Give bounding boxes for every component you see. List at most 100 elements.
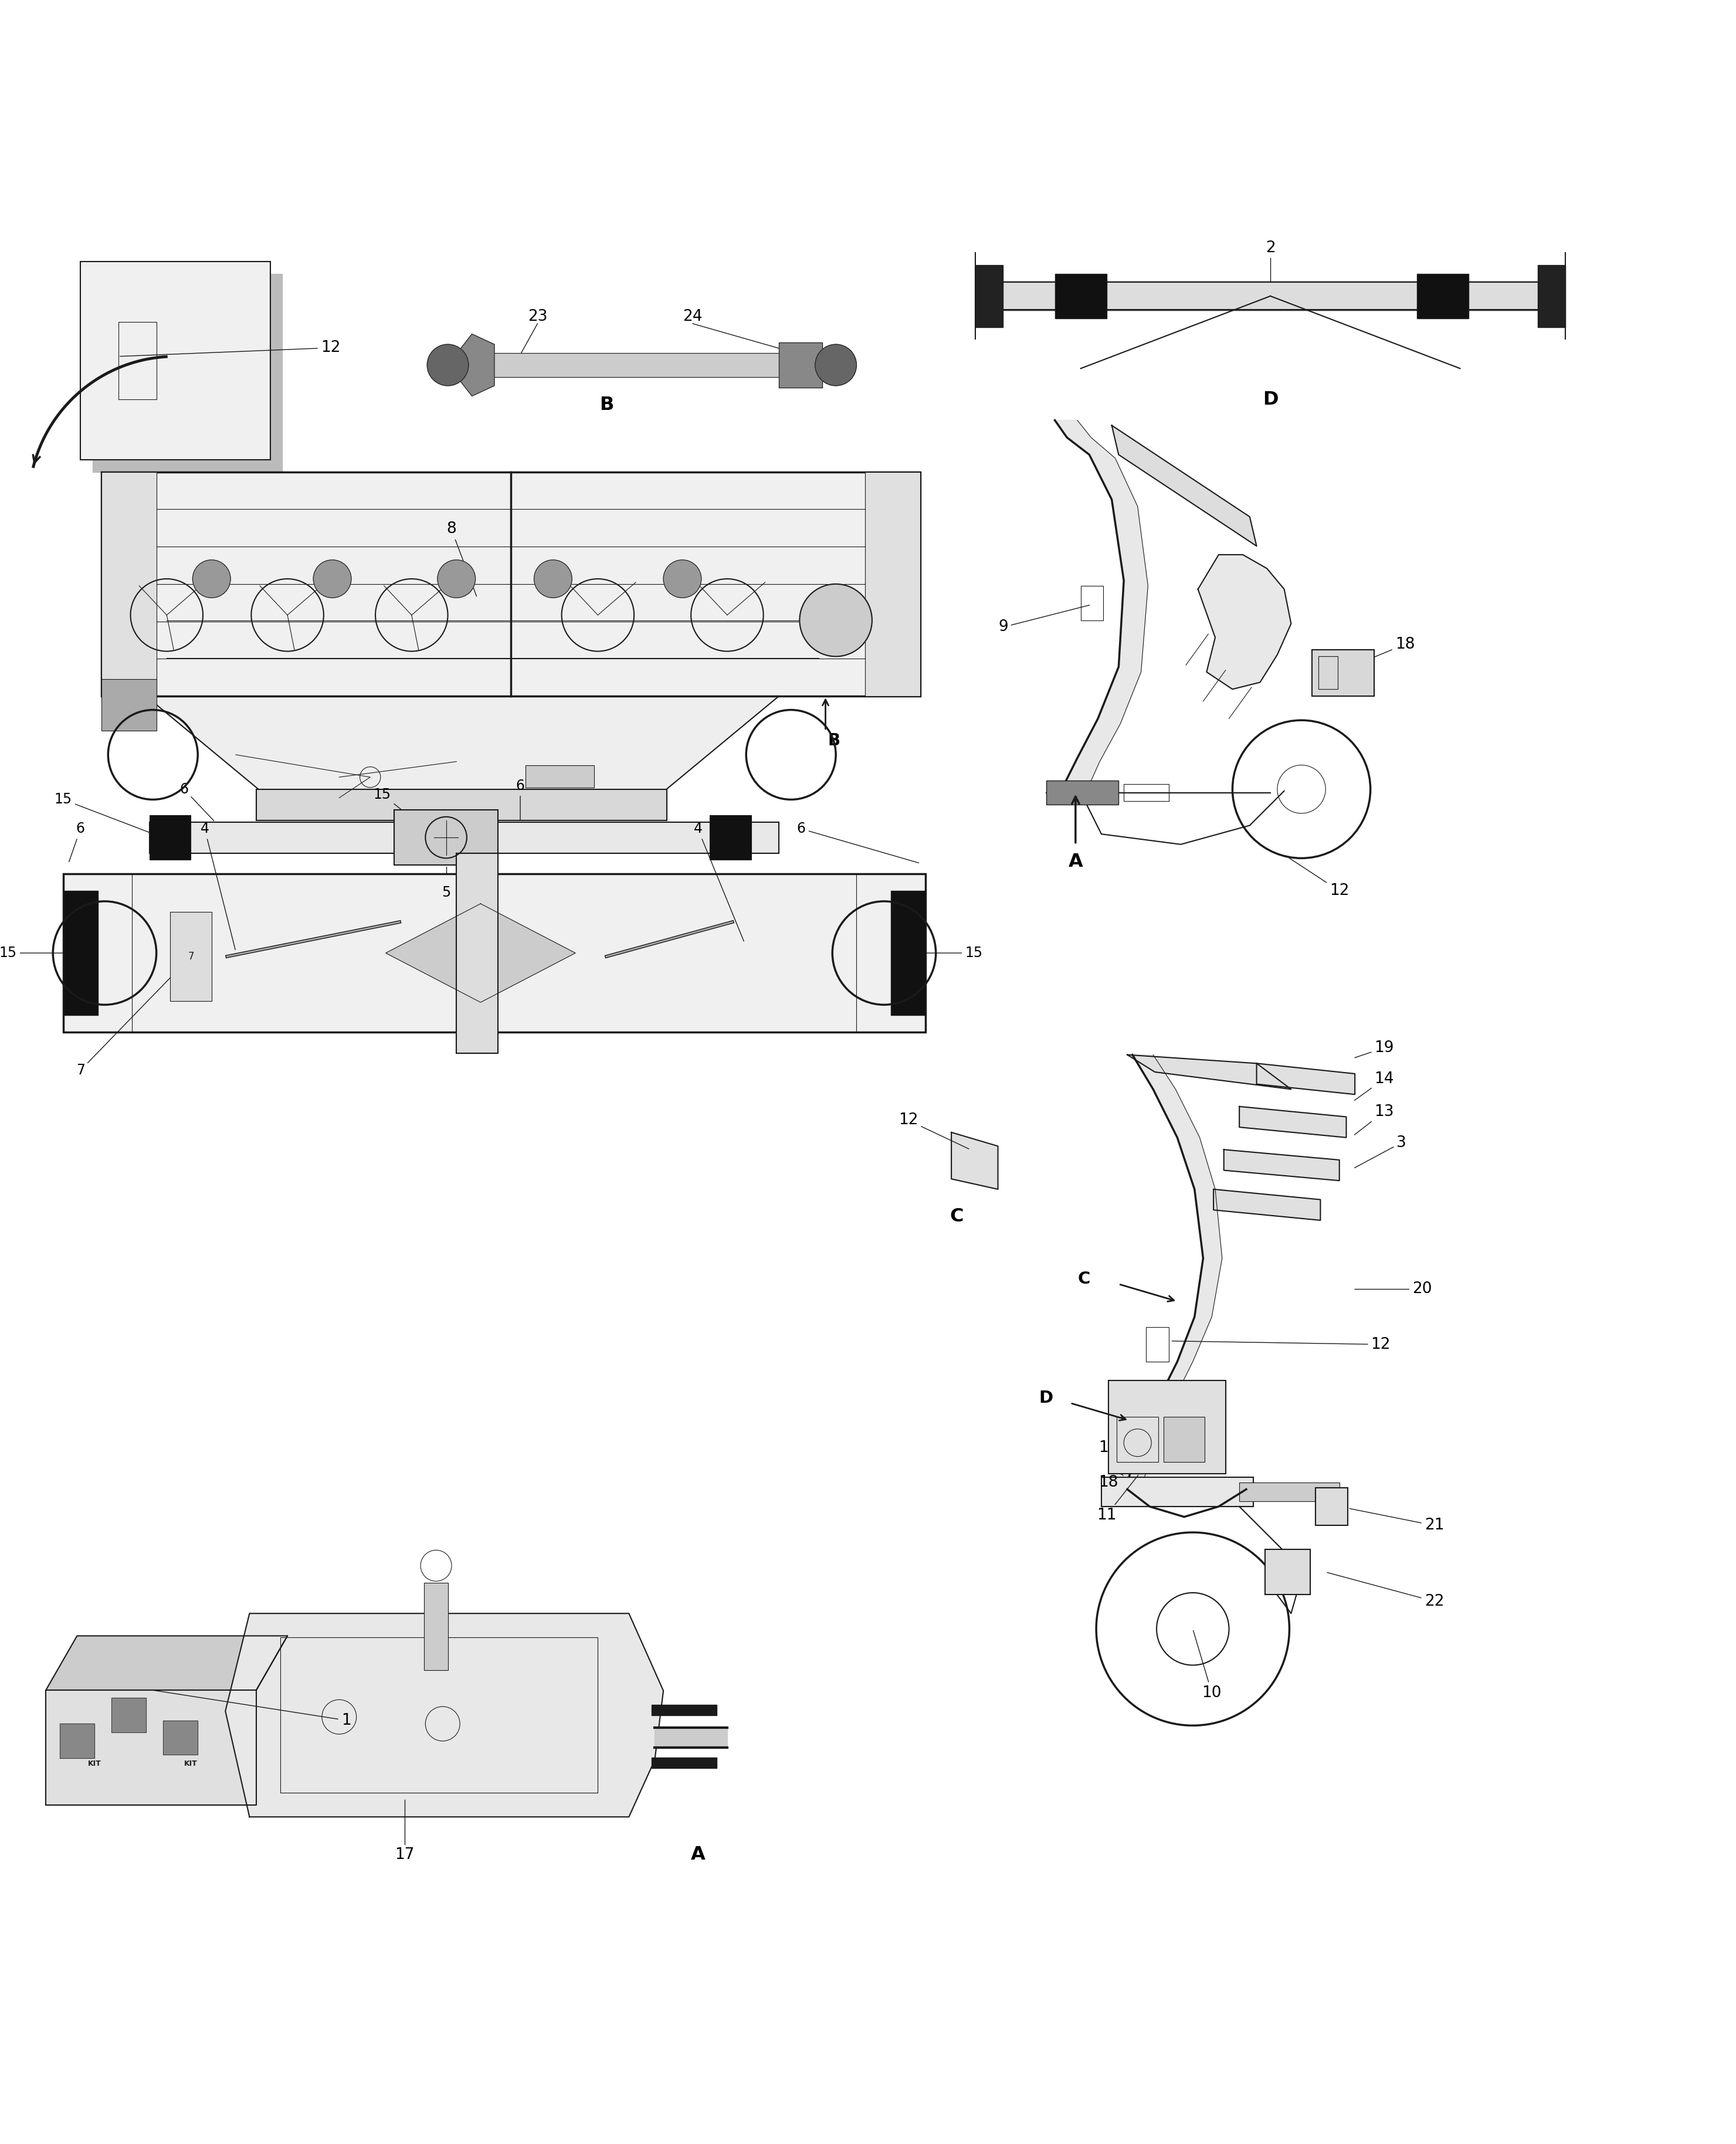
Text: 20: 20 (1354, 1282, 1432, 1297)
Polygon shape (986, 283, 1555, 311)
Circle shape (816, 345, 856, 386)
Text: 12: 12 (1286, 855, 1349, 898)
Text: 3: 3 (1354, 1134, 1406, 1168)
Bar (1146, 1327, 1168, 1361)
Bar (101, 472, 156, 697)
Polygon shape (1198, 555, 1292, 688)
Text: 13: 13 (1354, 1104, 1394, 1134)
Circle shape (193, 560, 231, 598)
Bar (101, 472, 920, 697)
Circle shape (800, 583, 871, 656)
Text: 6: 6 (516, 778, 524, 821)
Bar (394, 810, 498, 864)
Text: B: B (828, 733, 840, 748)
Bar (526, 765, 594, 787)
Polygon shape (654, 1728, 727, 1747)
Text: 15: 15 (54, 793, 156, 836)
Bar (651, 1758, 717, 1769)
Polygon shape (1111, 425, 1257, 547)
Polygon shape (149, 821, 779, 853)
Polygon shape (1240, 1106, 1347, 1138)
Bar (1538, 266, 1566, 328)
Text: 9: 9 (998, 605, 1090, 635)
Bar (62, 892, 97, 1014)
Polygon shape (1224, 1149, 1340, 1181)
Text: 24: 24 (682, 309, 703, 324)
Bar (865, 472, 920, 697)
Bar (1316, 1488, 1347, 1527)
Text: D: D (1262, 390, 1278, 410)
Text: 12: 12 (899, 1113, 969, 1149)
Text: 19: 19 (1354, 1040, 1394, 1057)
Polygon shape (111, 1698, 146, 1732)
Polygon shape (163, 1719, 198, 1754)
Text: A: A (1068, 853, 1083, 870)
Bar (1163, 1417, 1205, 1462)
Text: 12: 12 (120, 341, 340, 356)
Text: 18: 18 (1099, 1445, 1168, 1490)
Text: 6: 6 (179, 783, 214, 821)
Text: 7: 7 (187, 952, 194, 963)
Text: 6: 6 (797, 821, 918, 862)
Text: 23: 23 (528, 309, 547, 324)
Bar (1319, 656, 1338, 688)
Text: 2: 2 (1266, 240, 1276, 255)
Text: 12: 12 (1099, 1441, 1123, 1475)
Polygon shape (951, 1132, 998, 1190)
Circle shape (663, 560, 701, 598)
Text: C: C (1078, 1271, 1090, 1286)
Text: 22: 22 (1326, 1572, 1444, 1608)
Text: 17: 17 (394, 1848, 415, 1863)
Text: 15: 15 (917, 946, 983, 961)
Bar (118, 322, 156, 399)
Bar (1055, 274, 1106, 319)
Bar (1123, 785, 1168, 802)
Polygon shape (92, 274, 283, 472)
Bar (1116, 1417, 1158, 1462)
Bar (424, 1582, 448, 1670)
Polygon shape (448, 334, 495, 397)
Polygon shape (779, 343, 823, 388)
Text: 18: 18 (1326, 637, 1415, 678)
Text: 5: 5 (441, 885, 451, 900)
Text: 10: 10 (1193, 1632, 1222, 1700)
Polygon shape (59, 1724, 94, 1758)
Polygon shape (101, 472, 920, 697)
Text: C: C (950, 1207, 963, 1226)
Bar (457, 853, 498, 1053)
Text: 4: 4 (200, 821, 236, 950)
Polygon shape (385, 905, 575, 1003)
Polygon shape (1055, 420, 1147, 795)
Bar (1047, 780, 1118, 804)
Polygon shape (47, 1636, 288, 1689)
Bar (170, 911, 212, 1001)
Polygon shape (1257, 1063, 1354, 1093)
Bar (80, 262, 271, 459)
Text: 15: 15 (373, 787, 450, 849)
Bar (1312, 650, 1373, 697)
Text: 6: 6 (69, 821, 85, 862)
Bar (1108, 1381, 1226, 1473)
Bar (710, 815, 752, 860)
Bar (149, 815, 191, 860)
Text: KIT: KIT (87, 1760, 101, 1767)
Bar (891, 892, 925, 1014)
Polygon shape (47, 1689, 257, 1805)
Polygon shape (62, 875, 925, 1033)
Bar (149, 821, 779, 853)
Polygon shape (1127, 1055, 1222, 1482)
Polygon shape (257, 1636, 288, 1762)
Text: KIT: KIT (184, 1760, 198, 1767)
Bar (257, 789, 667, 821)
Text: 1: 1 (153, 1689, 351, 1728)
Bar (976, 266, 1003, 328)
Bar (62, 875, 925, 1033)
Text: B: B (599, 397, 613, 414)
Bar (1266, 1550, 1311, 1595)
Bar (1082, 585, 1102, 620)
Bar (1240, 1482, 1340, 1501)
Text: 12: 12 (1172, 1338, 1391, 1353)
Text: 7: 7 (76, 958, 189, 1076)
Text: 15: 15 (0, 946, 71, 961)
Text: 8: 8 (446, 521, 477, 596)
